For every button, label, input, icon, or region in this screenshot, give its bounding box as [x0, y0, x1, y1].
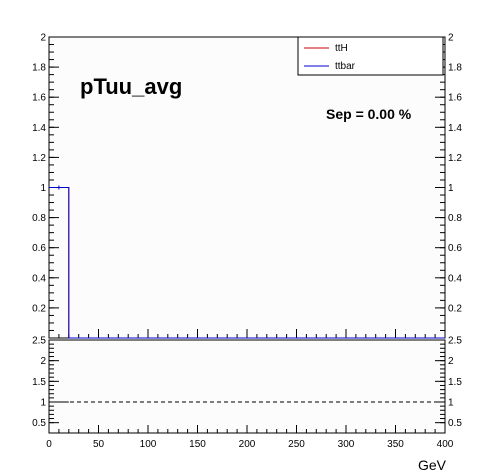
x-tick-label: 350 [387, 439, 404, 450]
y-tick-label-left: 2 [40, 33, 46, 44]
y-tick-label-right: 1 [448, 183, 454, 194]
y-tick-label-right: 1.8 [448, 63, 462, 74]
ratio-y-tick-label-left: 0.5 [32, 418, 46, 429]
y-tick-label-right: 2 [448, 33, 454, 44]
ratio-y-tick-label-left: 2.5 [32, 336, 46, 347]
y-tick-label-left: 1.6 [32, 93, 46, 104]
y-tick-label-right: 1.4 [448, 123, 462, 134]
x-tick-label: 0 [46, 439, 52, 450]
x-tick-label: 400 [437, 439, 454, 450]
legend-label-tth: ttH [335, 43, 348, 54]
x-tick-label: 250 [288, 439, 305, 450]
y-tick-label-left: 1.8 [32, 63, 46, 74]
x-tick-label: 150 [189, 439, 206, 450]
x-tick-label: 200 [239, 439, 256, 450]
y-tick-label-left: 0.8 [32, 213, 46, 224]
chart-title: pTuu_avg [80, 74, 182, 99]
ratio-panel-ticks: 0.5 0.5 1 1 1.5 1.5 2 2 2.5 2.5 0 50 100 150 200 250 300… [32, 336, 462, 451]
y-tick-label-left: 0.2 [32, 303, 46, 314]
ratio-panel-frame [48, 339, 446, 434]
x-axis-label: GeV [418, 457, 447, 472]
y-tick-label-right: 0.4 [448, 273, 462, 284]
x-tick-label: 300 [338, 439, 355, 450]
ratio-y-tick-label-left: 2 [40, 356, 46, 367]
ratio-y-tick-label-right: 1.5 [448, 377, 462, 388]
y-tick-label-left: 0.6 [32, 243, 46, 254]
x-tick-label: 100 [140, 439, 157, 450]
y-tick-label-right: 1.2 [448, 153, 462, 164]
y-tick-label-left: 0.4 [32, 273, 46, 284]
ratio-y-tick-label-right: 1 [448, 398, 454, 409]
y-tick-label-left: 1.2 [32, 153, 46, 164]
top-panel-series [49, 185, 445, 339]
legend-label-ttbar: ttbar [335, 61, 356, 72]
legend: ttH ttbar [297, 36, 444, 76]
ratio-y-tick-label-right: 0.5 [448, 418, 462, 429]
y-tick-label-left: 1 [40, 183, 46, 194]
ratio-y-tick-label-right: 2 [448, 356, 454, 367]
y-tick-label-right: 0.2 [448, 303, 462, 314]
ratio-y-tick-label-left: 1.5 [32, 377, 46, 388]
y-tick-label-right: 0.8 [448, 213, 462, 224]
separation-annotation: Sep = 0.00 % [326, 106, 412, 122]
top-panel-ticks: 0.2 0.2 0.4 0.4 0.6 0.6 0.8 0.8 1 1 1.2 1.2 1.4 1.4 1.… [32, 33, 462, 339]
y-tick-label-left: 1.4 [32, 123, 46, 134]
ratio-y-tick-label-left: 1 [40, 398, 46, 409]
y-tick-label-right: 0.6 [448, 243, 462, 254]
legend-box [297, 36, 444, 76]
x-tick-label: 50 [93, 439, 105, 450]
ratio-y-tick-label-right: 2.5 [448, 336, 462, 347]
y-tick-label-right: 1.6 [448, 93, 462, 104]
top-panel-frame [48, 36, 446, 339]
